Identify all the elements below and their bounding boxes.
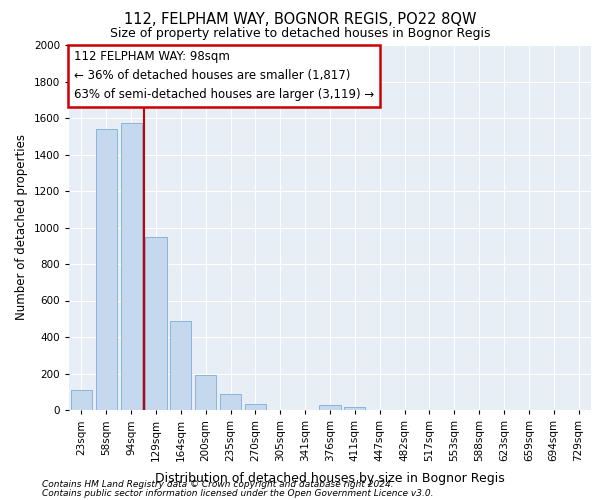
Bar xyxy=(170,320,191,410)
Bar xyxy=(121,124,142,410)
X-axis label: Distribution of detached houses by size in Bognor Regis: Distribution of detached houses by size … xyxy=(155,472,505,486)
Bar xyxy=(220,394,241,410)
Bar xyxy=(96,129,117,410)
Text: 112, FELPHAM WAY, BOGNOR REGIS, PO22 8QW: 112, FELPHAM WAY, BOGNOR REGIS, PO22 8QW xyxy=(124,12,476,28)
Text: Contains HM Land Registry data © Crown copyright and database right 2024.: Contains HM Land Registry data © Crown c… xyxy=(42,480,394,489)
Bar xyxy=(344,408,365,410)
Bar xyxy=(195,376,216,410)
Bar xyxy=(319,406,341,410)
Text: 112 FELPHAM WAY: 98sqm
← 36% of detached houses are smaller (1,817)
63% of semi-: 112 FELPHAM WAY: 98sqm ← 36% of detached… xyxy=(74,50,374,102)
Bar xyxy=(71,390,92,410)
Text: Contains public sector information licensed under the Open Government Licence v3: Contains public sector information licen… xyxy=(42,488,433,498)
Text: Size of property relative to detached houses in Bognor Regis: Size of property relative to detached ho… xyxy=(110,28,490,40)
Bar xyxy=(245,404,266,410)
Bar xyxy=(145,236,167,410)
Y-axis label: Number of detached properties: Number of detached properties xyxy=(15,134,28,320)
